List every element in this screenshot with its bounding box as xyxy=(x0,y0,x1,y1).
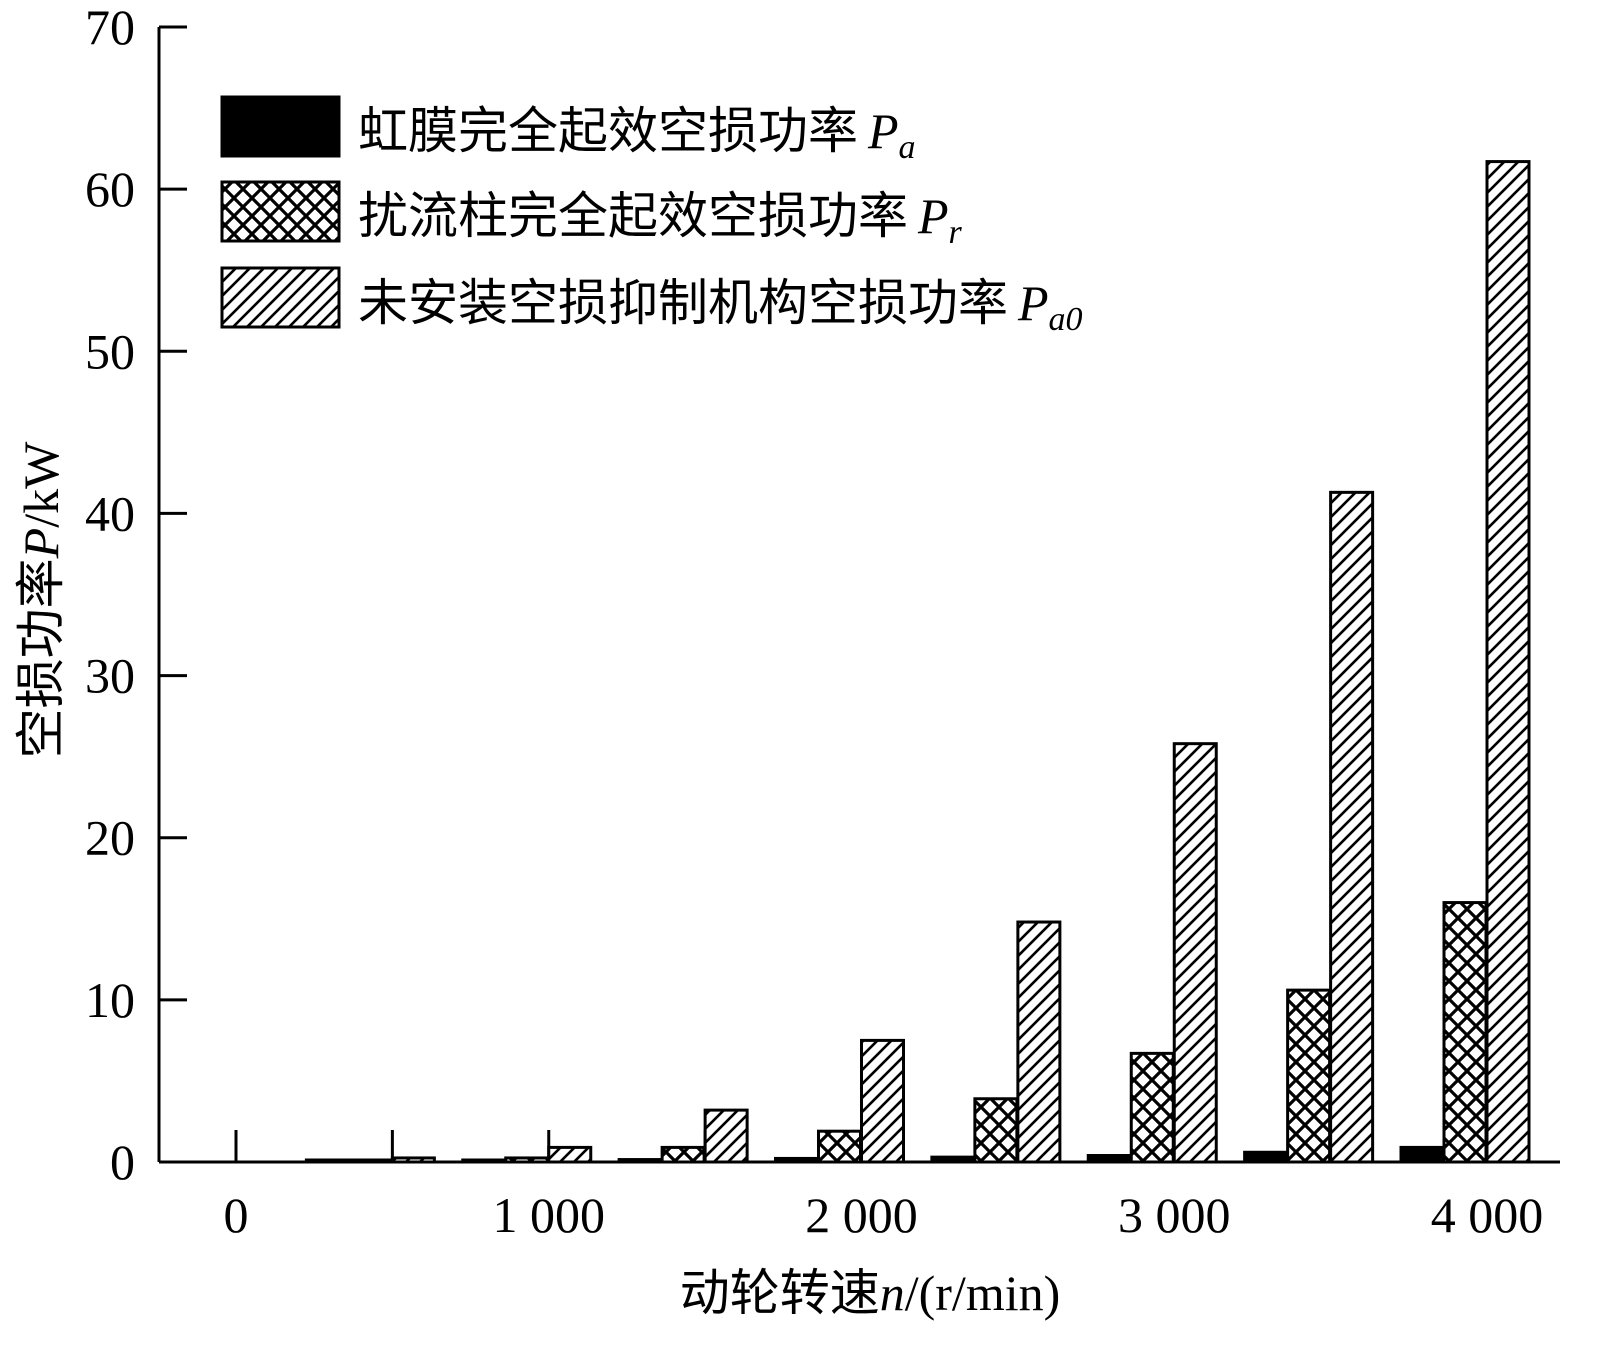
bar-crosshatch-1000 xyxy=(504,1156,550,1164)
bar-solid-1000 xyxy=(461,1158,507,1164)
legend-label-pa0: 未安装空损抑制机构空损功率 xyxy=(358,275,1008,331)
x-tick-label: 3 000 xyxy=(1118,1187,1231,1243)
y-axis-title: 空损功率P/kW xyxy=(13,441,69,758)
bar-diagonal-3000 xyxy=(1172,742,1218,1164)
y-axis-title-unit: /kW xyxy=(13,441,69,528)
bar-crosshatch-1500 xyxy=(660,1145,706,1164)
y-tick-label: 60 xyxy=(85,161,135,217)
y-tick-label: 20 xyxy=(85,810,135,866)
y-tick-label: 0 xyxy=(110,1134,135,1190)
y-axis-title-var: P xyxy=(13,528,69,560)
legend-item-pr: 扰流柱完全起效空损功率 Pr xyxy=(220,180,963,251)
bar-crosshatch-4000 xyxy=(1442,901,1488,1164)
bar-diagonal-500 xyxy=(390,1156,436,1164)
legend-item-pa: 虹膜完全起效空损功率 Pa xyxy=(220,95,916,166)
y-axis-title-main: 空损功率 xyxy=(13,558,69,758)
x-axis-title-unit: /(r/min) xyxy=(905,1265,1061,1321)
bar-diagonal-3500 xyxy=(1329,490,1375,1164)
bar-diagonal-1500 xyxy=(703,1108,749,1164)
x-axis-title: 动轮转速n/(r/min) xyxy=(680,1265,1061,1321)
bar-solid-500 xyxy=(304,1158,350,1164)
legend-swatch-crosshatch xyxy=(220,180,341,243)
bars xyxy=(304,160,1531,1164)
y-tick-label: 10 xyxy=(85,972,135,1028)
x-axis-title-main: 动轮转速 xyxy=(680,1265,880,1321)
bar-solid-3500 xyxy=(1243,1150,1289,1164)
legend-swatch-diagonal xyxy=(220,266,341,329)
legend: 虹膜完全起效空损功率 Pa 扰流柱完全起效空损功率 Pr 未安装空损抑制机构空损功率… xyxy=(220,95,1083,338)
legend-subscript-pa0: a0 xyxy=(1049,301,1083,338)
y-ticks: 0 10 20 30 40 50 60 70 xyxy=(85,0,187,1190)
bar-diagonal-1000 xyxy=(547,1145,593,1164)
bar-diagonal-4000 xyxy=(1485,160,1531,1164)
legend-subscript-pr: r xyxy=(949,214,963,251)
bar-solid-1500 xyxy=(617,1158,663,1164)
bar-solid-2000 xyxy=(774,1156,819,1164)
bar-solid-4000 xyxy=(1399,1145,1445,1164)
legend-symbol-pa0: P xyxy=(1017,275,1049,331)
x-tick-label: 1 000 xyxy=(493,1187,606,1243)
bar-crosshatch-2000 xyxy=(817,1129,862,1164)
legend-symbol-pa: P xyxy=(867,103,899,159)
y-tick-label: 50 xyxy=(85,323,135,379)
bar-crosshatch-500 xyxy=(347,1158,393,1164)
legend-swatch-solid xyxy=(220,95,341,158)
bar-diagonal-2500 xyxy=(1016,920,1062,1164)
x-tick-label: 0 xyxy=(224,1187,249,1243)
x-tick-label: 2 000 xyxy=(805,1187,918,1243)
x-tick-label: 4 000 xyxy=(1431,1187,1544,1243)
legend-label-pa: 虹膜完全起效空损功率 xyxy=(358,103,858,159)
bar-crosshatch-3500 xyxy=(1286,988,1332,1164)
y-tick-label: 30 xyxy=(85,648,135,704)
bar-crosshatch-2500 xyxy=(973,1097,1019,1164)
legend-item-pa0: 未安装空损抑制机构空损功率 Pa0 xyxy=(220,266,1083,338)
legend-label-pr: 扰流柱完全起效空损功率 xyxy=(358,188,908,244)
x-axis-title-var: n xyxy=(880,1265,905,1321)
legend-subscript-pa: a xyxy=(899,129,916,166)
bar-solid-2500 xyxy=(930,1155,976,1164)
y-tick-label: 70 xyxy=(85,0,135,55)
legend-symbol-pr: P xyxy=(917,188,949,244)
bar-solid-3000 xyxy=(1086,1154,1132,1164)
bar-crosshatch-3000 xyxy=(1129,1051,1175,1164)
bar-diagonal-2000 xyxy=(860,1038,905,1164)
y-tick-label: 40 xyxy=(85,485,135,541)
